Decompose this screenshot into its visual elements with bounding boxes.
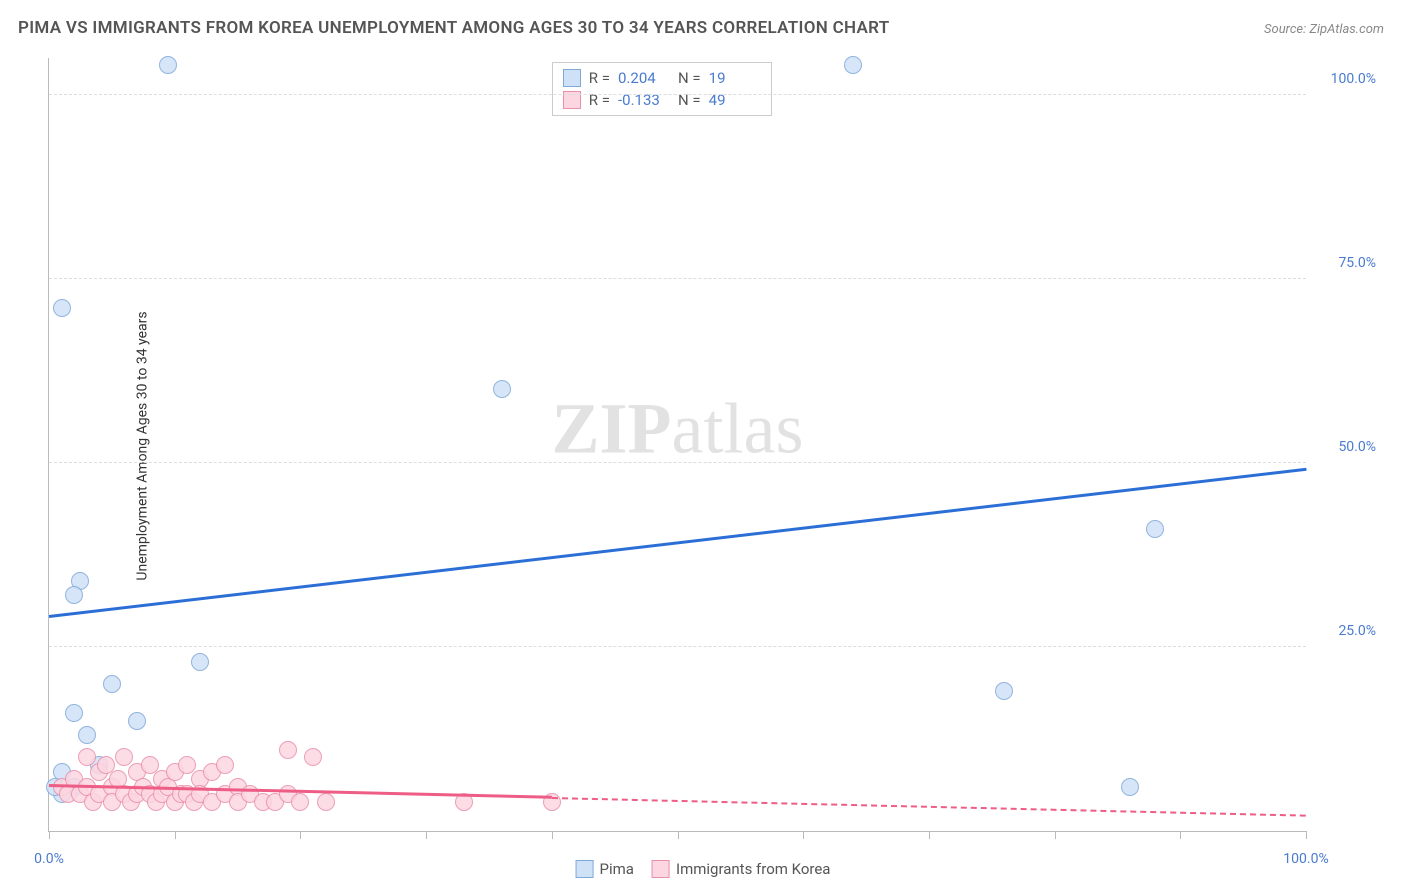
r-label: R = (589, 69, 610, 87)
x-tick (1055, 831, 1056, 839)
scatter-point (78, 726, 96, 744)
legend-swatch (576, 860, 594, 878)
r-value: 0.204 (618, 69, 670, 87)
x-tick-label: 0.0% (34, 851, 64, 867)
gridline (49, 462, 1306, 463)
scatter-point (141, 756, 159, 774)
legend: Pima Immigrants from Korea (576, 860, 831, 878)
x-tick (175, 831, 176, 839)
legend-label: Immigrants from Korea (676, 860, 830, 878)
x-tick (929, 831, 930, 839)
scatter-point (279, 741, 297, 759)
scatter-point (78, 748, 96, 766)
scatter-point (115, 748, 133, 766)
y-tick-label: 50.0% (1316, 439, 1376, 455)
scatter-point (159, 56, 177, 74)
gridline (49, 646, 1306, 647)
gridline (49, 94, 1306, 95)
x-tick-label: 100.0% (1283, 851, 1328, 867)
scatter-point (1146, 520, 1164, 538)
x-tick (49, 831, 50, 839)
stats-row: R = 0.204 N = 19 (563, 67, 761, 89)
scatter-point (1121, 778, 1139, 796)
x-tick (552, 831, 553, 839)
legend-label: Pima (600, 860, 634, 878)
scatter-point (97, 756, 115, 774)
n-label: N = (678, 69, 701, 87)
scatter-point (304, 748, 322, 766)
scatter-point (317, 793, 335, 811)
scatter-point (191, 653, 209, 671)
trend-line (49, 468, 1306, 618)
x-tick (803, 831, 804, 839)
y-tick-label: 75.0% (1316, 255, 1376, 271)
x-tick (426, 831, 427, 839)
legend-item: Pima (576, 860, 634, 878)
stats-row: R =-0.133N =49 (563, 89, 761, 111)
scatter-point (291, 793, 309, 811)
scatter-point (53, 299, 71, 317)
watermark: ZIPatlas (552, 388, 804, 471)
scatter-point (844, 56, 862, 74)
n-value: 19 (709, 69, 761, 87)
watermark-bold: ZIP (552, 389, 672, 469)
stats-box: R = 0.204 N = 19 R =-0.133N =49 (552, 62, 772, 116)
scatter-point (65, 586, 83, 604)
scatter-point (103, 675, 121, 693)
source-attribution: Source: ZipAtlas.com (1264, 22, 1384, 37)
x-tick (1306, 831, 1307, 839)
x-tick (678, 831, 679, 839)
scatter-point (178, 756, 196, 774)
series-swatch (563, 69, 581, 87)
legend-swatch (652, 860, 670, 878)
watermark-rest: atlas (672, 389, 804, 469)
scatter-point (65, 704, 83, 722)
chart-title: PIMA VS IMMIGRANTS FROM KOREA UNEMPLOYME… (18, 18, 889, 38)
legend-item: Immigrants from Korea (652, 860, 830, 878)
scatter-point (995, 682, 1013, 700)
plot-area: ZIPatlas R =0.204N =19R =-0.133N =49 25.… (48, 58, 1306, 832)
scatter-point (216, 756, 234, 774)
chart-container: PIMA VS IMMIGRANTS FROM KOREA UNEMPLOYME… (0, 0, 1406, 892)
gridline (49, 278, 1306, 279)
x-tick (300, 831, 301, 839)
y-tick-label: 100.0% (1316, 71, 1376, 87)
trend-line (552, 797, 1306, 817)
scatter-point (493, 380, 511, 398)
x-tick (1180, 831, 1181, 839)
scatter-point (128, 712, 146, 730)
y-tick-label: 25.0% (1316, 623, 1376, 639)
